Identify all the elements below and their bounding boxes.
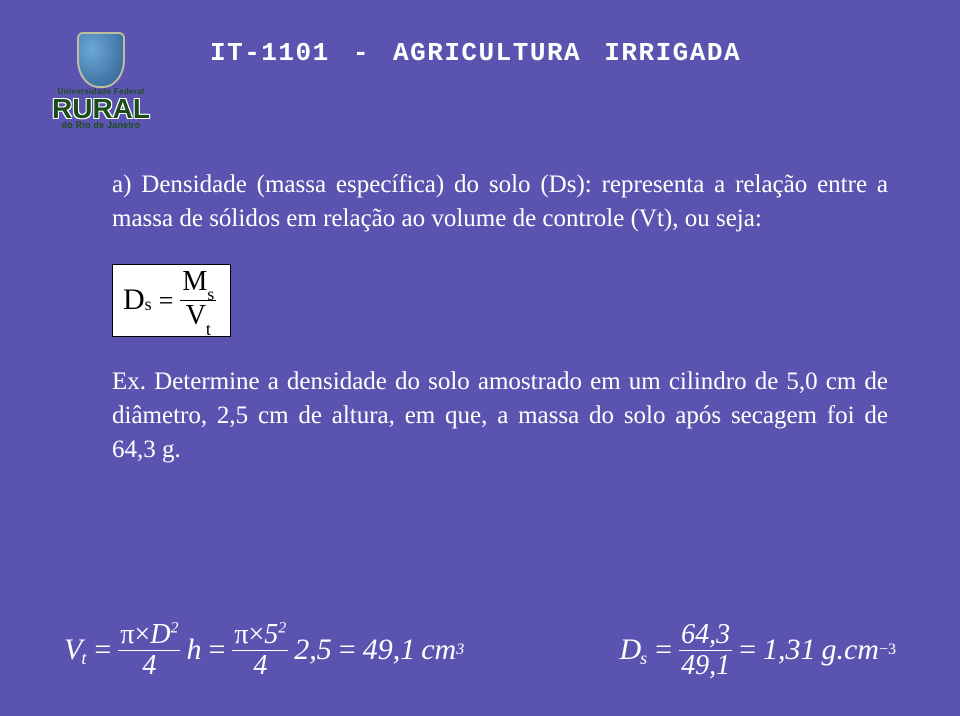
- paragraph-1: a) Densidade (massa específica) do solo …: [112, 168, 888, 236]
- equation-ds: Ds = 64,3 49,1 = 1,31 g.cm−3: [619, 620, 896, 680]
- formula-lhs-sub: s: [145, 292, 152, 316]
- formula-num-sub: s: [207, 284, 214, 304]
- header: Universidade Federal RURAL do Rio de Jan…: [0, 28, 960, 158]
- formula-num-var: M: [182, 266, 207, 297]
- formula-lhs-var: D: [123, 280, 145, 321]
- formula-den-sub: t: [206, 319, 211, 339]
- equation-row: Vt = π×D2 4 h = π×52 4 2,5 = 49,1 cm3 Ds…: [64, 620, 896, 680]
- page-title: IT-1101 - AGRICULTURA IRRIGADA: [210, 38, 741, 68]
- paragraph-2: Ex. Determine a densidade do solo amostr…: [112, 365, 888, 466]
- logo-text: Universidade Federal RURAL do Rio de Jan…: [39, 88, 163, 130]
- formula-ds: Ds = Ms Vt: [112, 264, 231, 338]
- formula-den-var: V: [186, 300, 206, 331]
- equation-vt: Vt = π×D2 4 h = π×52 4 2,5 = 49,1 cm3: [64, 620, 464, 680]
- university-logo: Universidade Federal RURAL do Rio de Jan…: [36, 28, 166, 158]
- logo-main: RURAL: [39, 96, 163, 121]
- crest-icon: [69, 28, 133, 92]
- content: a) Densidade (massa específica) do solo …: [112, 168, 888, 467]
